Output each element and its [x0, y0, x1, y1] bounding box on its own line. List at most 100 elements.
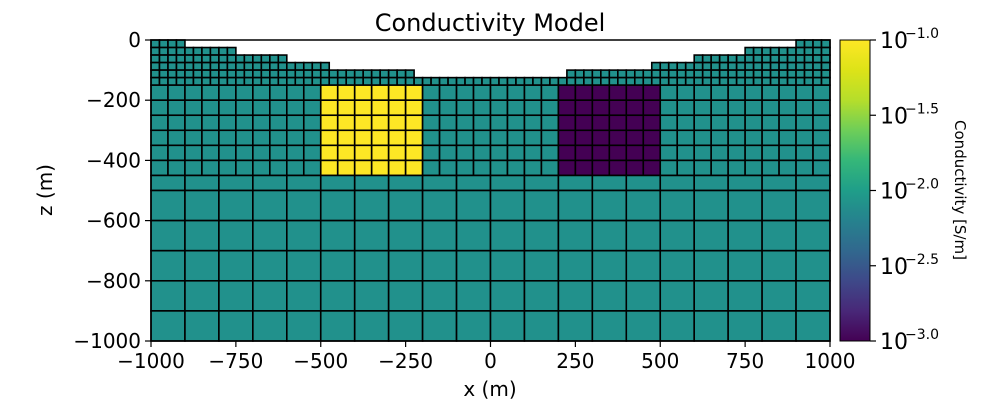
- mesh-cell: [252, 129, 271, 147]
- mesh-cell: [659, 99, 679, 117]
- mesh-cell: [311, 69, 322, 79]
- mesh-cell: [761, 46, 772, 56]
- mesh-cell: [387, 174, 424, 192]
- mesh-cell: [201, 159, 220, 177]
- mesh-cell: [489, 219, 526, 252]
- mesh-cell: [778, 61, 789, 71]
- mesh-cell: [387, 310, 424, 342]
- mesh-cell: [150, 159, 169, 177]
- mesh-cell: [625, 144, 645, 162]
- mesh-cell: [370, 114, 390, 132]
- mesh-cell: [218, 69, 229, 79]
- mesh-cell: [761, 99, 780, 117]
- mesh-cell: [218, 144, 237, 162]
- mesh-cell: [328, 76, 339, 86]
- mesh-cell: [218, 54, 229, 64]
- mesh-cell: [260, 76, 271, 86]
- mesh-cell: [226, 61, 237, 71]
- mesh-cell: [285, 219, 322, 252]
- mesh-cell: [192, 69, 203, 79]
- mesh-cell: [421, 114, 441, 132]
- mesh-cell: [455, 84, 475, 102]
- mesh-cell: [540, 76, 551, 86]
- mesh-cell: [252, 84, 271, 102]
- mesh-cell: [642, 99, 662, 117]
- mesh-cell: [778, 114, 797, 132]
- mesh-cell: [319, 99, 339, 117]
- mesh-cell: [786, 54, 797, 64]
- mesh-cell: [353, 249, 390, 282]
- mesh-cell: [744, 84, 763, 102]
- mesh-cell: [608, 129, 628, 147]
- mesh-cell: [184, 279, 220, 312]
- mesh-cell: [353, 310, 390, 342]
- mesh-cell: [362, 69, 373, 79]
- mesh-cell: [778, 54, 789, 64]
- mesh-cell: [387, 159, 407, 177]
- mesh-cell: [591, 219, 628, 252]
- mesh-cell: [769, 54, 780, 64]
- mesh-cell: [795, 144, 814, 162]
- mesh-cell: [353, 159, 373, 177]
- mesh-cell: [252, 279, 288, 312]
- mesh-cell: [506, 144, 526, 162]
- y-tick-label: −1000: [73, 329, 141, 353]
- mesh-cell: [167, 99, 186, 117]
- mesh-cell: [633, 76, 645, 86]
- mesh-cell: [353, 114, 373, 132]
- mesh-cell: [184, 76, 195, 86]
- mesh-cell: [489, 99, 509, 117]
- mesh-cell: [158, 61, 169, 71]
- mesh-cell: [812, 129, 831, 147]
- mesh-cell: [684, 76, 696, 86]
- mesh-cell: [269, 99, 288, 117]
- mesh-cell: [285, 129, 305, 147]
- mesh-cell: [370, 69, 381, 79]
- mesh-cell: [591, 84, 611, 102]
- mesh-cell: [701, 76, 712, 86]
- mesh-cell: [285, 99, 305, 117]
- mesh-cell: [608, 159, 628, 177]
- mesh-cell: [175, 76, 186, 86]
- mesh-cell: [744, 69, 755, 79]
- mesh-cell: [252, 159, 271, 177]
- mesh-cell: [803, 69, 814, 79]
- mesh-cell: [710, 114, 729, 132]
- mesh-cell: [421, 129, 441, 147]
- mesh-cell: [540, 84, 560, 102]
- mesh-cell: [472, 159, 492, 177]
- mesh-cell: [778, 46, 789, 56]
- mesh-cell: [591, 76, 602, 86]
- mesh-cell: [566, 69, 577, 79]
- mesh-cell: [336, 69, 348, 79]
- mesh-cell: [574, 114, 594, 132]
- mesh-cell: [718, 54, 729, 64]
- mesh-cell: [557, 99, 577, 117]
- mesh-cell: [387, 84, 407, 102]
- mesh-cell: [184, 61, 195, 71]
- mesh-cell: [209, 46, 220, 56]
- mesh-cell: [625, 69, 636, 79]
- mesh-cell: [659, 61, 670, 71]
- mesh-cell: [455, 76, 466, 86]
- mesh-cell: [489, 174, 526, 192]
- mesh-cell: [387, 99, 407, 117]
- mesh-cell: [201, 54, 212, 64]
- mesh-cell: [167, 159, 186, 177]
- mesh-cell: [235, 114, 254, 132]
- mesh-cell: [387, 189, 424, 222]
- mesh-cell: [574, 159, 594, 177]
- mesh-cell: [285, 159, 305, 177]
- mesh-cell: [421, 76, 432, 86]
- mesh-cell: [353, 174, 390, 192]
- mesh-cell: [625, 279, 662, 312]
- mesh-cell: [150, 279, 186, 312]
- x-tick-label: −250: [378, 349, 433, 373]
- mesh-cell: [455, 99, 475, 117]
- colorbar: [839, 39, 871, 342]
- mesh-cell: [498, 76, 509, 86]
- mesh-cell: [744, 99, 763, 117]
- mesh-cell: [260, 61, 271, 71]
- mesh-cell: [710, 159, 729, 177]
- mesh-cell: [803, 46, 814, 56]
